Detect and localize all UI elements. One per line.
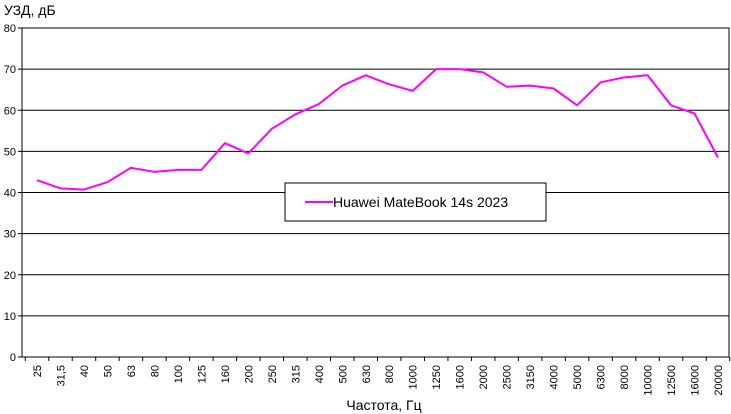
x-tick-label: 40 <box>79 365 91 377</box>
x-tick-label: 400 <box>314 365 326 383</box>
x-tick-label: 20000 <box>713 365 725 396</box>
y-tick-label: 70 <box>4 64 16 76</box>
y-tick-label: 30 <box>4 229 16 241</box>
x-tick-label: 200 <box>243 365 255 383</box>
x-tick-label: 8000 <box>619 365 631 389</box>
y-tick-labels: 0 10 20 30 40 50 60 70 80 <box>4 23 22 364</box>
x-tick-label: 315 <box>290 365 302 383</box>
y-tick-label: 20 <box>4 270 16 282</box>
legend: Huawei MateBook 14s 2023 <box>284 182 547 222</box>
x-axis-label: Частота, Гц <box>346 397 421 413</box>
x-tick-label: 250 <box>267 365 279 383</box>
x-tick-label: 4000 <box>549 365 561 389</box>
x-tick-label: 630 <box>361 365 373 383</box>
x-tick-label: 2000 <box>478 365 490 389</box>
gridlines <box>22 68 729 317</box>
x-tick-label: 50 <box>102 365 114 377</box>
x-tick-label: 10000 <box>643 365 655 396</box>
x-tick-label: 3150 <box>525 365 537 389</box>
x-tick-label: 500 <box>337 365 349 383</box>
x-tick-label: 800 <box>384 365 396 383</box>
x-tick-label: 31,5 <box>55 365 67 386</box>
series-layer <box>36 68 719 191</box>
x-tick-label: 2500 <box>502 365 514 389</box>
y-tick-label: 60 <box>4 105 16 117</box>
x-tick-labels: 25 31,5 40 50 63 80 100 125 160 200 250 315 400 500 63… <box>24 357 731 396</box>
x-tick-label: 63 <box>126 365 138 377</box>
y-tick-label: 40 <box>4 188 16 200</box>
legend-label: Huawei MateBook 14s 2023 <box>333 194 508 210</box>
y-tick-label: 50 <box>4 146 16 158</box>
y-tick-label: 10 <box>4 311 16 323</box>
x-tick-label: 80 <box>149 365 161 377</box>
x-tick-label: 100 <box>173 365 185 383</box>
x-tick-label: 5000 <box>572 365 584 389</box>
y-tick-label: 80 <box>4 23 16 35</box>
x-tick-label: 16000 <box>690 365 702 396</box>
y-tick-label: 0 <box>10 352 16 364</box>
x-tick-label: 1000 <box>408 365 420 389</box>
x-tick-label: 12500 <box>666 365 678 396</box>
x-tick-label: 125 <box>196 365 208 383</box>
x-tick-label: 1600 <box>455 365 467 389</box>
x-tick-label: 160 <box>220 365 232 383</box>
series-line <box>36 68 719 191</box>
x-tick-label: 1250 <box>431 365 443 389</box>
y-axis-label: УЗД, дБ <box>4 2 56 18</box>
x-tick-label: 25 <box>32 365 44 377</box>
x-tick-label: 6300 <box>596 365 608 389</box>
